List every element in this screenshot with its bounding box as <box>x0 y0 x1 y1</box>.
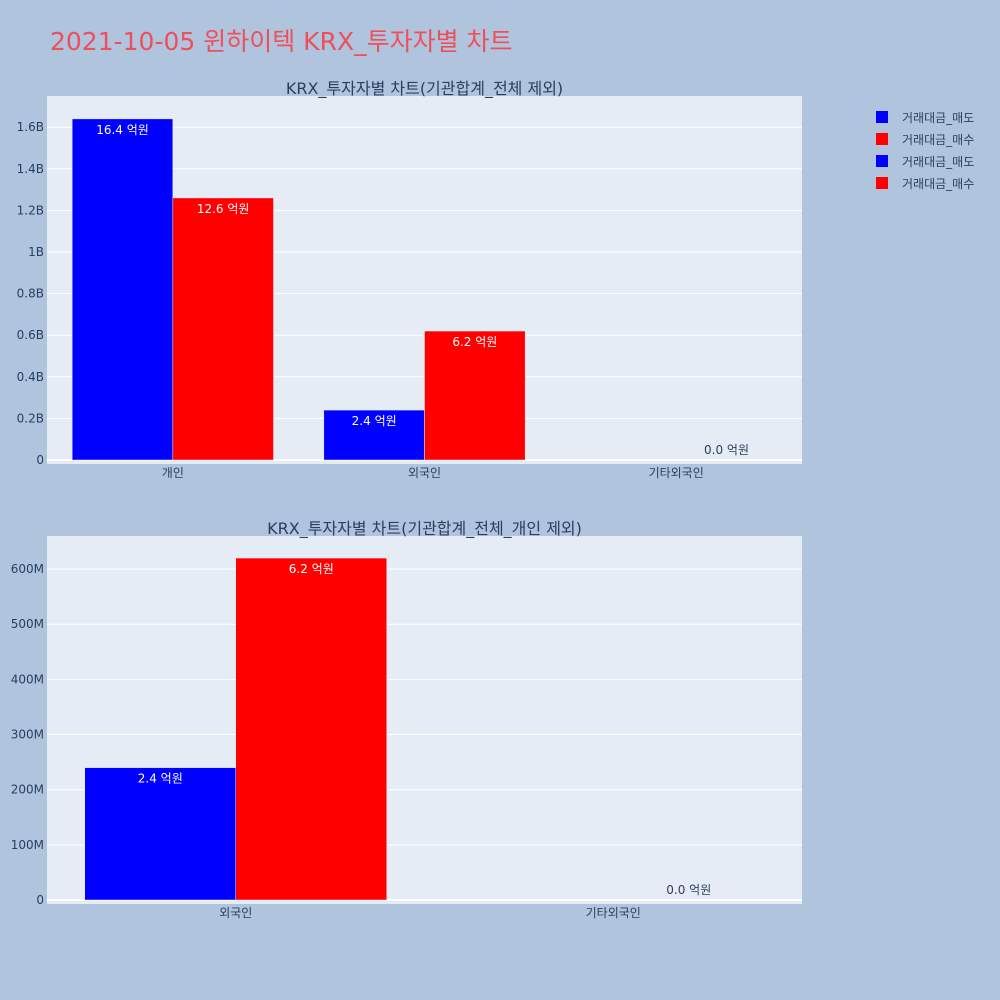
y-tick-label: 0 <box>36 893 44 907</box>
x-tick-label: 기타외국인 <box>586 906 641 920</box>
bar <box>71 118 174 461</box>
data-label: 2.4 억원 <box>352 414 397 428</box>
y-tick-label: 0 <box>36 453 44 467</box>
data-label: 0.0 억원 <box>666 883 711 897</box>
legend-swatch <box>876 177 888 189</box>
x-tick-label: 외국인 <box>408 466 441 480</box>
data-label: 0.0 억원 <box>704 443 749 457</box>
bar <box>84 767 236 901</box>
y-tick-label: 500M <box>11 617 44 631</box>
legend-swatch <box>876 111 888 123</box>
legend-label: 거래대금_매수 <box>902 132 975 147</box>
subplot-title: KRX_투자자별 차트(기관합계_전체_개인 제외) <box>267 519 582 539</box>
legend-swatch <box>876 155 888 167</box>
legend-label: 거래대금_매도 <box>902 154 975 169</box>
page-title: 2021-10-05 윈하이텍 KRX_투자자별 차트 <box>50 27 513 56</box>
bar <box>235 557 387 901</box>
y-tick-label: 1B <box>28 245 44 259</box>
data-label: 6.2 억원 <box>452 335 497 349</box>
x-tick-label: 개인 <box>162 466 184 480</box>
bar <box>172 197 274 461</box>
legend-label: 거래대금_매수 <box>902 176 975 191</box>
legend-swatch <box>876 133 888 145</box>
legend[interactable]: 거래대금_매도 거래대금_매수 거래대금_매도 거래대금_매수 <box>876 106 974 194</box>
y-tick-label: 0.2B <box>17 411 44 425</box>
legend-item-buy-2[interactable]: 거래대금_매수 <box>876 172 974 194</box>
x-tick-label: 기타외국인 <box>649 466 704 480</box>
data-label: 2.4 억원 <box>138 772 183 786</box>
x-tick-label: 외국인 <box>219 906 252 920</box>
y-tick-label: 600M <box>11 562 44 576</box>
data-label: 16.4 억원 <box>96 123 149 137</box>
y-tick-label: 200M <box>11 783 44 797</box>
y-tick-label: 0.8B <box>17 287 44 301</box>
y-tick-label: 1.4B <box>17 162 44 176</box>
y-tick-label: 0.6B <box>17 328 44 342</box>
legend-item-buy-1[interactable]: 거래대금_매수 <box>876 128 974 150</box>
y-tick-label: 300M <box>11 728 44 742</box>
legend-item-sell-2[interactable]: 거래대금_매도 <box>876 150 974 172</box>
bar <box>424 330 526 461</box>
y-tick-label: 400M <box>11 672 44 686</box>
legend-label: 거래대금_매도 <box>902 110 975 125</box>
y-tick-label: 1.2B <box>17 203 44 217</box>
y-tick-label: 100M <box>11 838 44 852</box>
data-label: 6.2 억원 <box>289 562 334 576</box>
bar <box>323 409 425 461</box>
legend-item-sell-1[interactable]: 거래대금_매도 <box>876 106 974 128</box>
y-tick-label: 1.6B <box>17 120 44 134</box>
data-label: 12.6 억원 <box>197 202 250 216</box>
subplot-title: KRX_투자자별 차트(기관합계_전체 제외) <box>286 79 563 99</box>
y-tick-label: 0.4B <box>17 370 44 384</box>
